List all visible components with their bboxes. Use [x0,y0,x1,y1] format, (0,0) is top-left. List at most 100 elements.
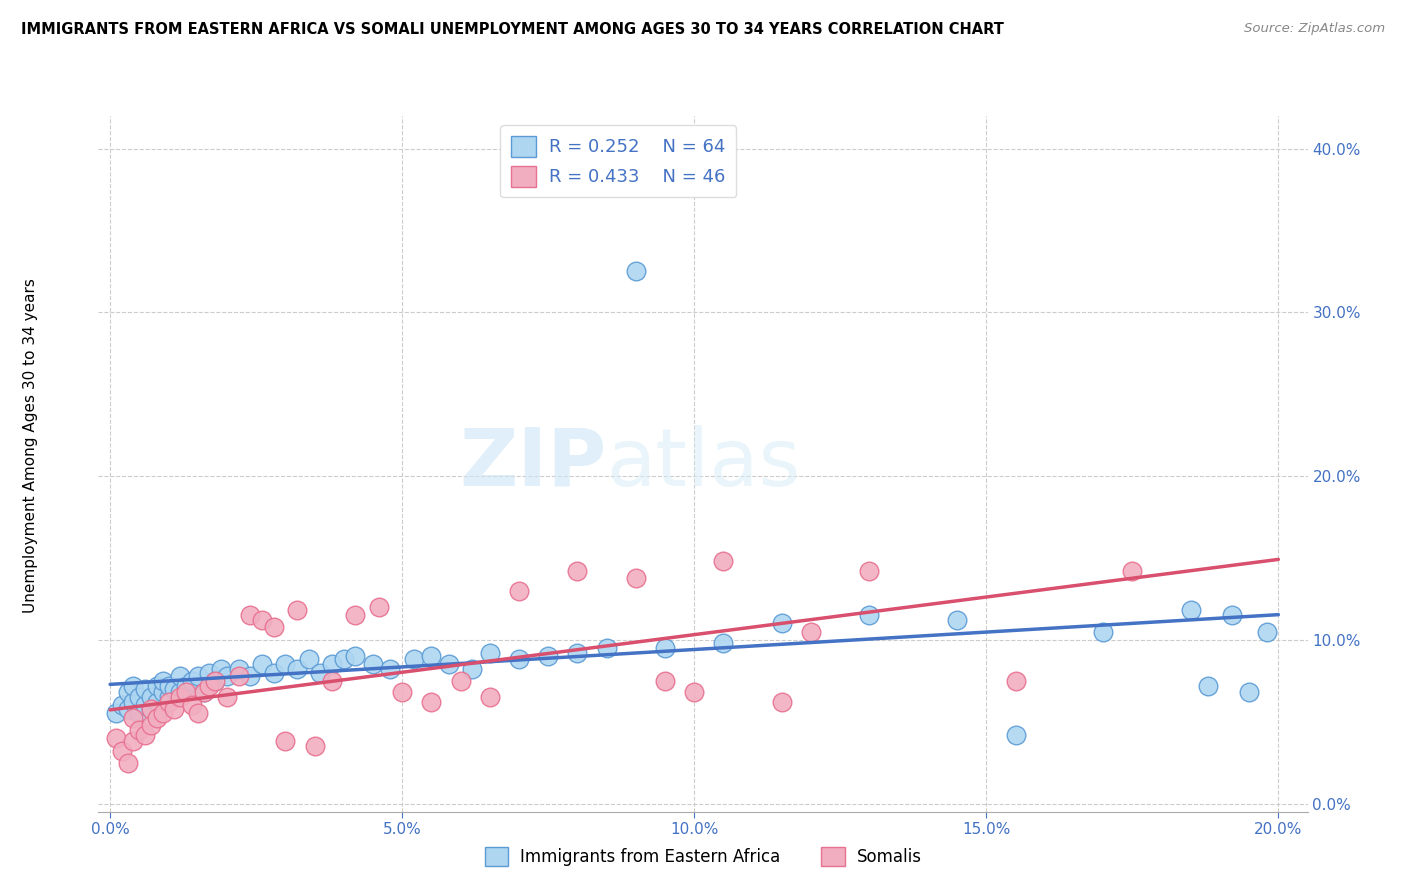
Point [478,646,501,660]
Text: ZIP: ZIP [458,425,606,503]
Point [274,657,297,672]
Point [187,669,209,683]
Point [274,734,297,748]
Point [174,685,197,699]
Point [157,695,180,709]
Point [654,673,676,688]
Point [134,698,156,713]
Point [169,669,191,683]
Point [193,685,215,699]
Point [478,690,501,705]
Point [187,706,209,721]
Point [174,679,197,693]
Point [537,649,560,664]
Point [285,603,308,617]
Point [713,554,735,568]
Point [117,685,139,699]
Text: atlas: atlas [606,425,800,503]
Point [1121,564,1143,578]
Point [239,608,262,623]
Point [770,616,793,631]
Point [198,665,221,680]
Point [209,662,232,676]
Point [1004,728,1026,742]
Point [139,690,162,705]
Point [134,681,156,696]
Point [152,673,174,688]
Point [250,613,273,627]
Point [146,695,169,709]
Point [595,640,617,655]
Point [111,698,134,713]
Point [858,564,880,578]
Point [361,657,384,672]
Point [152,685,174,699]
Text: Unemployment Among Ages 30 to 34 years: Unemployment Among Ages 30 to 34 years [24,278,38,614]
Point [122,679,145,693]
Point [298,652,321,666]
Point [134,728,156,742]
Point [1180,603,1202,617]
Point [567,646,589,660]
Point [624,264,647,278]
Point [146,711,169,725]
Point [128,690,150,705]
Point [111,744,134,758]
Point [450,673,472,688]
Point [508,583,530,598]
Point [508,652,530,666]
Point [215,669,238,683]
Point [1004,673,1026,688]
Point [858,608,880,623]
Point [624,571,647,585]
Point [1220,608,1243,623]
Point [367,600,389,615]
Point [770,695,793,709]
Point [391,685,413,699]
Point [117,756,139,770]
Point [263,665,285,680]
Point [139,701,162,715]
Point [567,564,589,578]
Point [139,701,162,715]
Point [1256,624,1278,639]
Text: Source: ZipAtlas.com: Source: ZipAtlas.com [1244,22,1385,36]
Point [204,673,226,688]
Point [239,669,262,683]
Point [180,673,202,688]
Point [122,711,145,725]
Point [228,669,250,683]
Point [1092,624,1115,639]
Point [193,685,215,699]
Point [1237,685,1260,699]
Point [122,734,145,748]
Point [228,662,250,676]
Point [304,739,326,754]
Point [169,685,191,699]
Point [461,662,484,676]
Point [204,673,226,688]
Point [163,701,186,715]
Legend: Immigrants from Eastern Africa, Somalis: Immigrants from Eastern Africa, Somalis [478,840,928,873]
Text: IMMIGRANTS FROM EASTERN AFRICA VS SOMALI UNEMPLOYMENT AMONG AGES 30 TO 34 YEARS : IMMIGRANTS FROM EASTERN AFRICA VS SOMALI… [21,22,1004,37]
Point [128,706,150,721]
Point [104,706,127,721]
Point [104,731,127,745]
Point [117,701,139,715]
Point [157,679,180,693]
Point [146,679,169,693]
Point [437,657,460,672]
Point [420,649,443,664]
Point [1197,679,1219,693]
Point [169,690,191,705]
Point [420,695,443,709]
Point [309,665,332,680]
Point [215,690,238,705]
Point [654,640,676,655]
Point [122,695,145,709]
Point [344,608,367,623]
Point [198,679,221,693]
Point [163,681,186,696]
Point [321,657,343,672]
Point [285,662,308,676]
